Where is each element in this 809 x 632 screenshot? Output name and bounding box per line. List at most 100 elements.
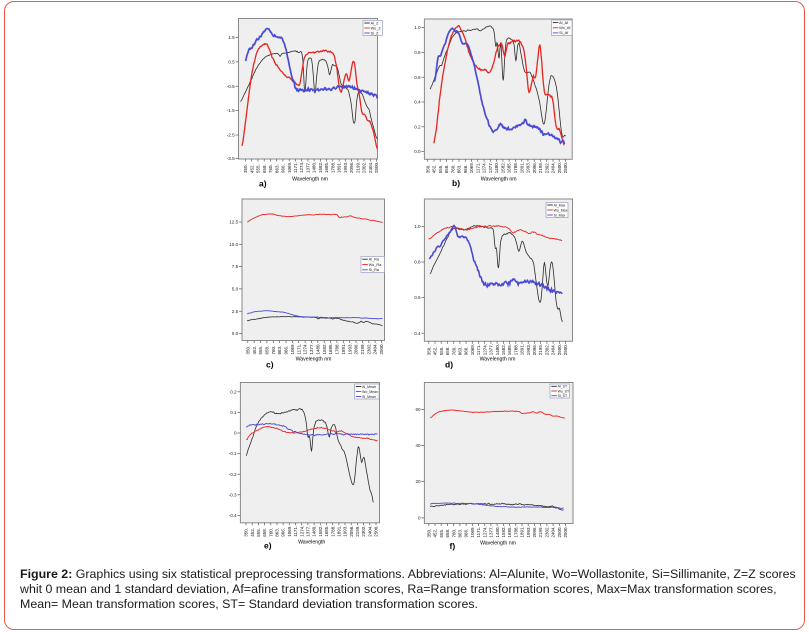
svg-text:Wo_Mean: Wo_Mean <box>362 390 378 394</box>
svg-text:658.: 658. <box>445 529 450 538</box>
svg-text:2404.: 2404. <box>373 343 378 354</box>
svg-text:1069.: 1069. <box>469 162 474 173</box>
svg-text:1582.: 1582. <box>501 526 506 537</box>
svg-text:966.: 966. <box>281 528 286 537</box>
svg-text:1480.: 1480. <box>495 344 500 355</box>
svg-text:1685.: 1685. <box>507 526 512 537</box>
svg-text:1171.: 1171. <box>475 162 480 173</box>
svg-text:60: 60 <box>415 407 421 412</box>
svg-text:0.2: 0.2 <box>414 124 421 129</box>
svg-text:Si_Af: Si_Af <box>559 31 569 35</box>
svg-text:20: 20 <box>415 479 421 484</box>
svg-text:966.: 966. <box>463 165 468 174</box>
svg-text:658.: 658. <box>262 164 267 173</box>
svg-text:2404.: 2404. <box>551 526 556 537</box>
svg-text:1685.: 1685. <box>507 162 512 173</box>
svg-text:2404.: 2404. <box>368 162 373 173</box>
svg-text:Wavelength nm: Wavelength nm <box>292 177 328 183</box>
svg-text:1582.: 1582. <box>501 162 506 173</box>
svg-text:966.: 966. <box>464 529 469 538</box>
svg-text:1788.: 1788. <box>513 344 518 355</box>
svg-text:1685.: 1685. <box>324 162 329 173</box>
svg-text:452.: 452. <box>249 164 254 173</box>
svg-text:1891.: 1891. <box>337 162 342 173</box>
svg-text:2199.: 2199. <box>538 344 543 355</box>
svg-text:2500.: 2500. <box>374 162 379 173</box>
svg-text:0.4: 0.4 <box>414 100 421 105</box>
svg-text:760.: 760. <box>450 165 455 174</box>
svg-text:1788.: 1788. <box>330 162 335 173</box>
svg-text:760.: 760. <box>268 164 273 173</box>
svg-text:Wo_Af: Wo_Af <box>559 26 571 30</box>
svg-text:1171.: 1171. <box>296 344 301 355</box>
svg-text:350.: 350. <box>425 165 430 174</box>
svg-text:2.5: 2.5 <box>232 309 239 314</box>
svg-text:1.5: 1.5 <box>228 35 235 40</box>
svg-text:2302.: 2302. <box>544 162 549 173</box>
svg-text:555.: 555. <box>258 346 263 355</box>
svg-text:350.: 350. <box>426 529 431 538</box>
svg-text:2500.: 2500. <box>557 344 562 355</box>
svg-text:1171.: 1171. <box>293 162 298 173</box>
svg-text:Wavelength nm: Wavelength nm <box>480 541 516 547</box>
svg-text:1993.: 1993. <box>526 162 531 173</box>
svg-text:1480.: 1480. <box>312 162 317 173</box>
svg-text:1993.: 1993. <box>526 526 531 537</box>
svg-text:2404.: 2404. <box>367 526 372 537</box>
svg-text:1891.: 1891. <box>520 344 525 355</box>
svg-text:1480.: 1480. <box>312 526 317 537</box>
svg-text:1377.: 1377. <box>489 344 494 355</box>
svg-text:966.: 966. <box>284 346 289 355</box>
svg-text:1685.: 1685. <box>324 526 329 537</box>
svg-text:Al_Z: Al_Z <box>371 21 379 25</box>
svg-text:-3.5: -3.5 <box>227 156 235 161</box>
svg-text:c): c) <box>266 360 274 370</box>
svg-text:658.: 658. <box>265 346 270 355</box>
svg-text:b): b) <box>452 178 460 188</box>
svg-text:2500.: 2500. <box>557 162 562 173</box>
svg-text:555.: 555. <box>439 347 444 356</box>
svg-text:-0.1: -0.1 <box>229 451 237 456</box>
svg-text:1582.: 1582. <box>501 344 506 355</box>
svg-text:350.: 350. <box>244 528 249 537</box>
svg-text:1069.: 1069. <box>470 526 475 537</box>
svg-text:1582.: 1582. <box>318 526 323 537</box>
svg-text:2500.: 2500. <box>379 343 384 354</box>
svg-text:7.5: 7.5 <box>232 264 239 269</box>
svg-text:1891.: 1891. <box>337 526 342 537</box>
svg-text:1891.: 1891. <box>520 526 525 537</box>
svg-text:5.0: 5.0 <box>232 287 239 292</box>
svg-text:f): f) <box>450 541 456 551</box>
svg-text:0.6: 0.6 <box>414 295 421 300</box>
svg-text:1069.: 1069. <box>470 344 475 355</box>
svg-text:2500.: 2500. <box>374 526 379 537</box>
svg-text:2199.: 2199. <box>360 343 365 354</box>
svg-text:350.: 350. <box>245 346 250 355</box>
svg-text:658.: 658. <box>262 528 267 537</box>
svg-text:40: 40 <box>415 443 421 448</box>
svg-text:1274.: 1274. <box>303 343 308 354</box>
svg-text:Wo_Ra: Wo_Ra <box>369 263 382 267</box>
svg-text:1.0: 1.0 <box>414 224 421 229</box>
svg-text:1377.: 1377. <box>306 526 311 537</box>
svg-text:1171.: 1171. <box>293 526 298 537</box>
svg-text:Wavelength: Wavelength <box>298 540 325 546</box>
svg-text:1274.: 1274. <box>299 526 304 537</box>
svg-text:0.5: 0.5 <box>228 59 235 64</box>
svg-text:350.: 350. <box>243 164 248 173</box>
svg-text:12.5: 12.5 <box>229 220 238 225</box>
svg-text:0.8: 0.8 <box>414 50 421 55</box>
svg-text:1582.: 1582. <box>322 343 327 354</box>
svg-text:2500.: 2500. <box>563 526 568 537</box>
svg-text:452.: 452. <box>250 528 255 537</box>
svg-text:1069.: 1069. <box>287 162 292 173</box>
svg-text:966.: 966. <box>281 164 286 173</box>
svg-text:1582.: 1582. <box>318 162 323 173</box>
svg-text:555.: 555. <box>256 164 261 173</box>
svg-text:1480.: 1480. <box>494 162 499 173</box>
svg-text:2096.: 2096. <box>532 162 537 173</box>
svg-text:2096.: 2096. <box>532 526 537 537</box>
svg-text:2096.: 2096. <box>349 162 354 173</box>
svg-text:863.: 863. <box>458 529 463 538</box>
svg-text:1993.: 1993. <box>343 162 348 173</box>
